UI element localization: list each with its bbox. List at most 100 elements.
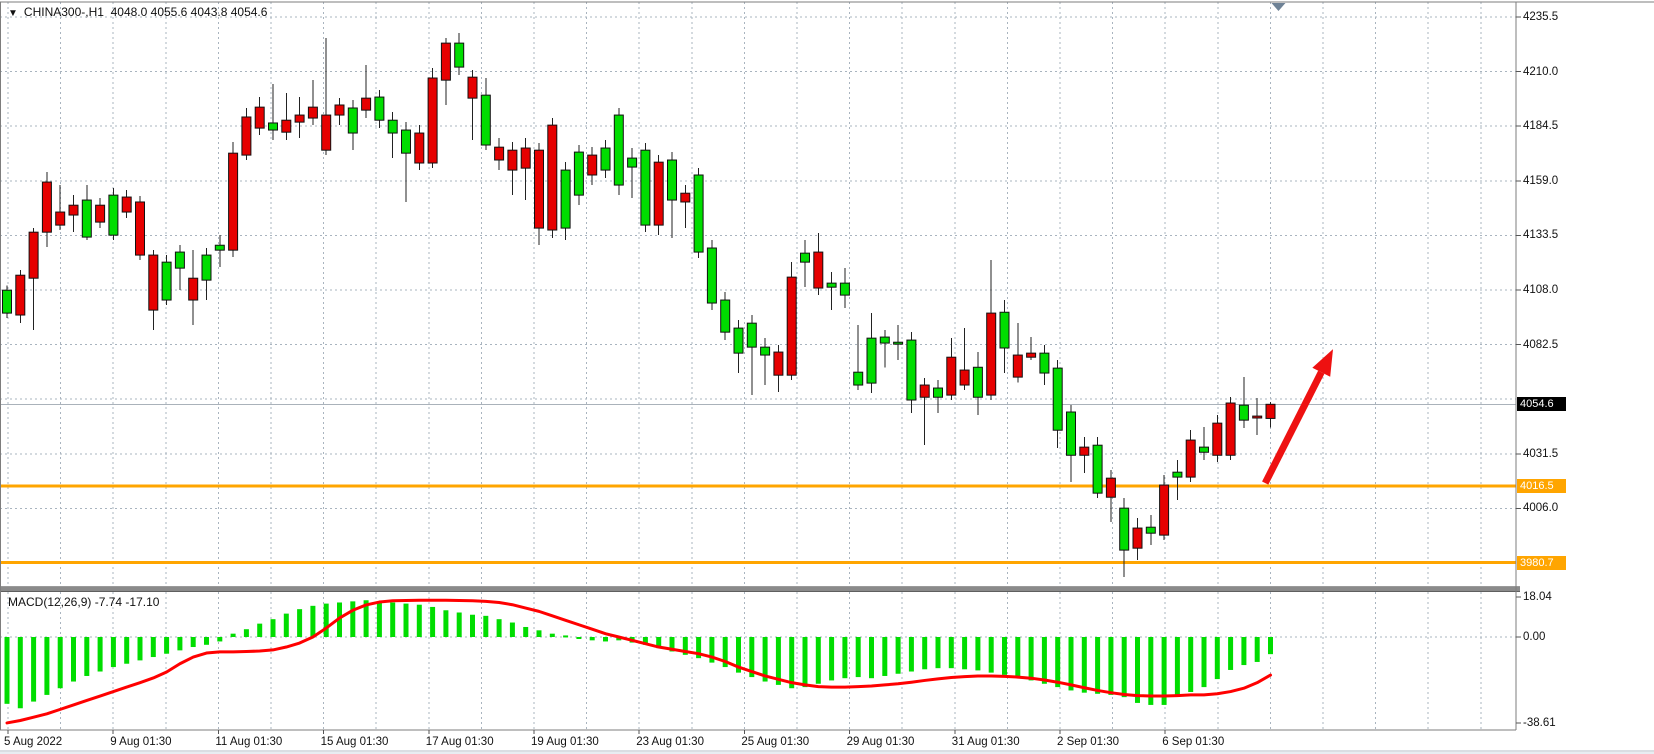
time-axis-label: 6 Sep 01:30: [1162, 736, 1225, 748]
candle-body: [294, 114, 305, 123]
macd-histogram-bar: [470, 614, 475, 637]
candle-body: [1092, 444, 1103, 494]
candle-body: [1172, 471, 1183, 478]
macd-histogram-bar: [97, 637, 103, 672]
candle-body: [906, 339, 917, 401]
candle-body: [693, 174, 704, 253]
candle-body: [1079, 446, 1090, 456]
current-price-badge: 4054.6: [1517, 397, 1566, 412]
candle-body: [520, 147, 531, 169]
price-axis-label: 4235.5: [1523, 11, 1559, 23]
macd-histogram-bar: [31, 637, 37, 702]
candle-body: [228, 152, 239, 251]
macd-histogram-bar: [1015, 637, 1021, 678]
time-axis-label: 5 Aug 2022: [4, 736, 63, 748]
time-axis-label: 15 Aug 01:30: [320, 736, 389, 748]
candle-body: [746, 322, 757, 348]
macd-histogram-bar: [217, 637, 223, 642]
candle-body: [627, 157, 638, 168]
price-axis-label: 4184.5: [1523, 120, 1559, 133]
macd-histogram-bar: [204, 637, 209, 645]
candle-body: [214, 244, 225, 251]
macd-histogram-bar: [1161, 637, 1167, 705]
candle-body: [613, 114, 624, 186]
time-axis-label: 17 Aug 01:30: [425, 736, 494, 748]
price-axis-label: 4133.5: [1523, 229, 1559, 242]
macd-histogram-bar: [483, 615, 489, 637]
price-axis-label: 4006.0: [1523, 502, 1559, 515]
candle-body: [1052, 367, 1063, 431]
candle-body: [1225, 402, 1236, 456]
candle-body: [241, 116, 252, 156]
macd-histogram-bar: [283, 613, 289, 637]
candle-body: [893, 341, 904, 345]
macd-histogram-bar: [762, 637, 768, 682]
macd-histogram-bar: [323, 603, 329, 637]
macd-histogram-bar: [1095, 637, 1101, 694]
macd-histogram-bar: [509, 622, 515, 637]
candle-body: [534, 149, 544, 229]
macd-histogram-bar: [430, 606, 436, 637]
candle-body: [919, 384, 930, 398]
candle-body: [321, 114, 332, 151]
latest-bar-marker-icon: [1271, 3, 1286, 11]
macd-histogram-bar: [1188, 637, 1194, 693]
macd-histogram-bar: [1254, 637, 1260, 662]
time-axis-label: 23 Aug 01:30: [636, 736, 704, 748]
macd-histogram-bar: [802, 637, 808, 688]
candle-body: [999, 311, 1010, 349]
candle-body: [414, 132, 425, 164]
candle-body: [307, 106, 318, 119]
candle-body: [1199, 446, 1209, 453]
candle-body: [760, 346, 771, 356]
candle-body: [1252, 415, 1263, 419]
candle-body: [374, 96, 385, 121]
macd-histogram-bar: [124, 637, 130, 664]
candle-body: [188, 277, 199, 301]
macd-histogram-bar: [177, 637, 183, 651]
candle-body: [972, 366, 983, 398]
macd-histogram-bar: [682, 637, 688, 655]
macd-histogram-bar: [749, 637, 755, 678]
macd-histogram-bar: [57, 637, 63, 689]
macd-histogram-bar: [71, 637, 76, 682]
candle-body: [440, 42, 451, 81]
candle-body: [361, 97, 372, 111]
candle-body: [507, 149, 518, 171]
macd-histogram-bar: [350, 601, 356, 637]
macd-indicator-label: MACD(12,26,9) -7.74 -17.10: [8, 595, 159, 609]
candle-body: [401, 129, 411, 154]
time-axis-label: 19 Aug 01:30: [531, 736, 599, 748]
candle-body: [1265, 403, 1276, 419]
macd-histogram-bar: [137, 637, 143, 661]
macd-histogram-bar: [150, 637, 156, 658]
candle-body: [387, 119, 398, 134]
candle-body: [853, 371, 864, 386]
macd-histogram-bar: [1241, 637, 1247, 666]
macd-histogram-bar: [1121, 637, 1127, 698]
macd-histogram-bar: [895, 637, 901, 674]
macd-name: MACD(12,26,9): [8, 595, 92, 609]
macd-histogram-bar: [297, 609, 303, 637]
macd-histogram-bar: [456, 612, 462, 637]
macd-values: -7.74 -17.10: [94, 595, 160, 609]
candle-body: [281, 119, 292, 133]
candle-body: [879, 336, 890, 344]
macd-axis-label: 0.00: [1523, 631, 1546, 643]
candle-body: [467, 76, 478, 99]
price-axis-label: 4031.5: [1523, 447, 1559, 460]
macd-histogram-bar: [988, 637, 994, 673]
macd-histogram-bar: [1268, 637, 1273, 655]
candle-body: [41, 181, 52, 233]
candle-body: [480, 94, 491, 146]
symbol-dropdown-icon[interactable]: ▼: [8, 8, 18, 19]
candle-body: [1012, 354, 1023, 378]
candle-body: [573, 151, 584, 196]
macd-histogram-bar: [603, 637, 608, 642]
candle-body: [1159, 484, 1170, 536]
candle-body: [174, 251, 185, 269]
macd-histogram-bar: [1201, 637, 1207, 688]
candle-body: [1105, 477, 1116, 498]
